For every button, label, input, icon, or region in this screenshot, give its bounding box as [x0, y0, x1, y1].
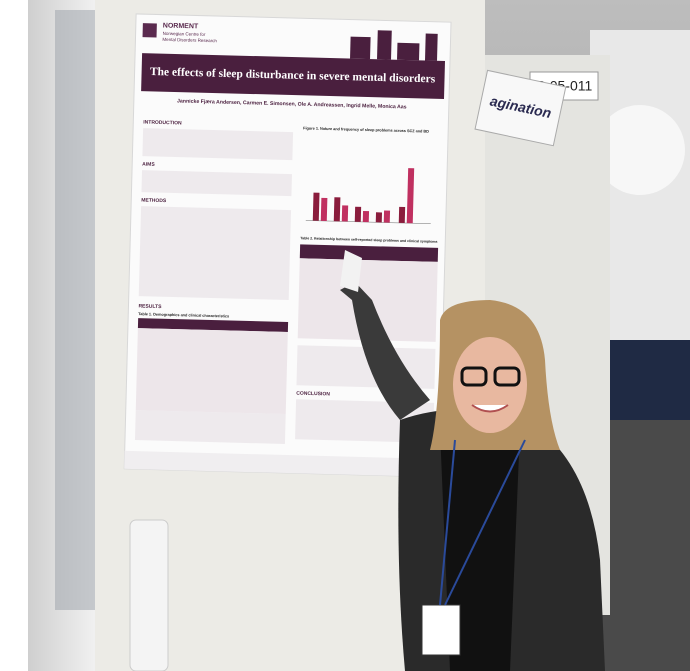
person — [340, 250, 605, 671]
lanyard — [444, 439, 526, 606]
figure-bar — [354, 206, 362, 222]
table-body — [135, 328, 288, 414]
table-header — [299, 244, 439, 262]
deco — [397, 42, 420, 61]
section-head: METHODS — [141, 197, 167, 204]
section-head: AIMS — [142, 161, 155, 167]
table-caption: Table 2. Relationship between self-repor… — [300, 236, 437, 244]
hanging-sign — [474, 69, 567, 147]
logo-sub: Norwegian Centre for — [163, 31, 206, 37]
section-head: RESULTS — [138, 303, 162, 310]
deco — [377, 30, 392, 60]
section-head: INTRODUCTION — [143, 119, 182, 126]
table-caption: Table 1. Demographics and clinical chara… — [138, 312, 229, 318]
logo-name: NORMENT — [163, 22, 199, 30]
figure-caption: Figure 1. Nature and frequency of sleep … — [303, 126, 429, 133]
deco — [425, 33, 438, 61]
table-header — [137, 318, 289, 333]
figure-bar — [375, 212, 383, 223]
section-head: CONCLUSION — [296, 391, 330, 398]
lanyard — [439, 439, 456, 606]
logo-mark — [142, 23, 157, 38]
title-band — [141, 53, 446, 100]
text-block — [138, 206, 292, 301]
figure-bar — [312, 192, 320, 221]
glasses — [460, 366, 488, 387]
deco — [350, 36, 371, 60]
left-poster — [55, 10, 95, 610]
text-block — [141, 170, 292, 197]
poster-tube — [129, 519, 169, 671]
figure-bar — [362, 210, 370, 223]
figure-bar — [341, 205, 349, 222]
glasses — [493, 366, 521, 387]
text-block — [134, 410, 286, 444]
light — [595, 105, 685, 195]
name-badge — [421, 604, 461, 656]
logo-sub: Mental Disorders Research — [162, 37, 217, 43]
figure-bar — [398, 206, 406, 224]
face — [453, 337, 527, 433]
poster-footer — [124, 450, 440, 478]
text-block — [142, 128, 294, 161]
figure-bar — [333, 197, 341, 222]
figure-bar — [383, 210, 391, 223]
paper-in-hand — [340, 250, 362, 292]
smile — [471, 404, 509, 413]
figure-bar — [406, 168, 415, 224]
raised-arm — [340, 282, 430, 420]
figure-bar — [320, 197, 328, 222]
